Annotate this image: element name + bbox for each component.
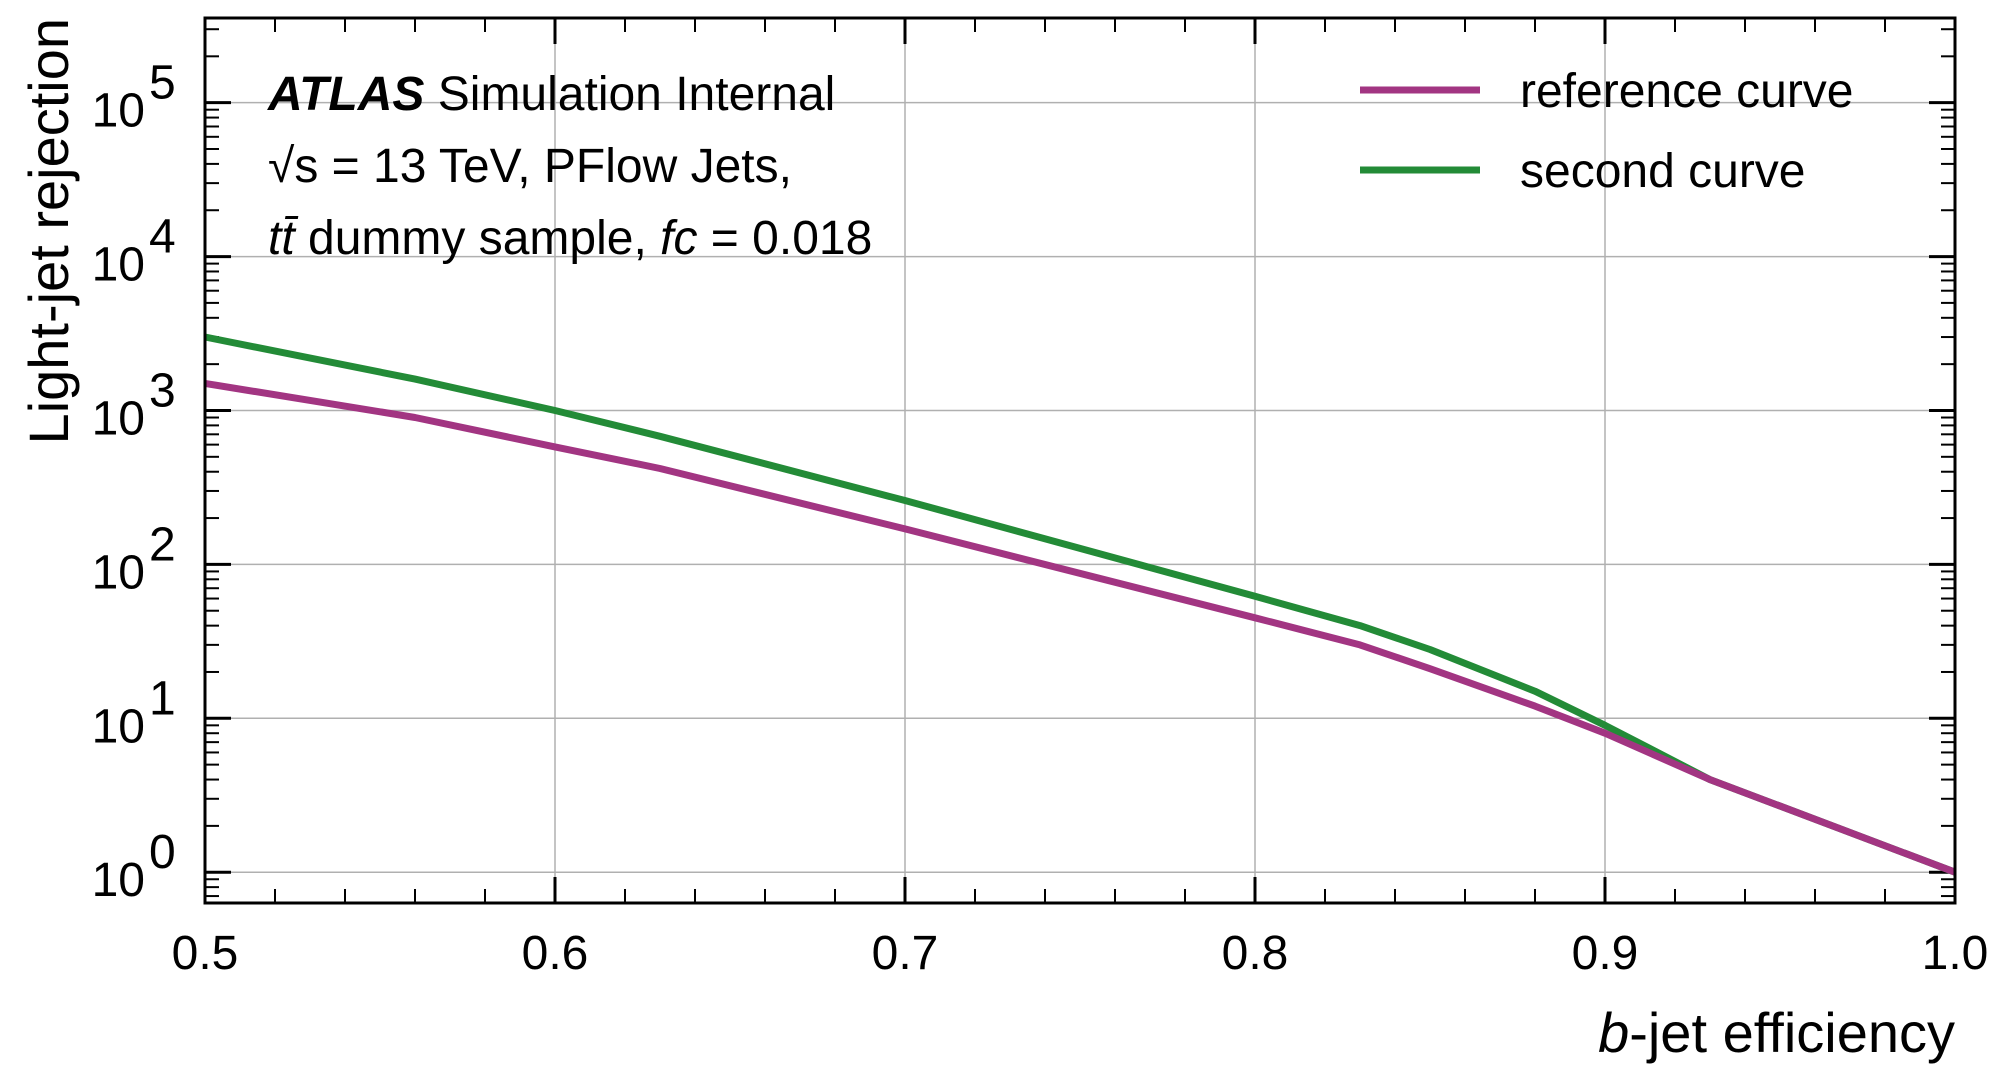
y-tick-base: 10 bbox=[92, 392, 145, 445]
atlas-suffix: Simulation Internal bbox=[424, 68, 835, 121]
atlas-line-1: ATLAS Simulation Internal bbox=[267, 68, 835, 121]
atlas-line-3: tt̄ dummy sample, fc = 0.018 bbox=[268, 212, 872, 265]
y-tick-exponent: 5 bbox=[149, 57, 176, 110]
ttbar-label: tt̄ bbox=[268, 212, 299, 265]
legend-label: reference curve bbox=[1520, 65, 1854, 118]
y-tick-label: 10 bbox=[92, 700, 145, 753]
y-tick-base: 10 bbox=[92, 854, 145, 907]
x-axis-title-rest: -jet efficiency bbox=[1629, 1001, 1955, 1064]
y-tick-label: 10 bbox=[92, 85, 145, 138]
fc-label: fc bbox=[660, 212, 697, 265]
x-axis-title-italic: b bbox=[1598, 1001, 1629, 1064]
sample-label: dummy sample, bbox=[295, 212, 660, 265]
y-tick-exponent: 0 bbox=[149, 826, 176, 879]
y-tick-label: 10 bbox=[92, 392, 145, 445]
x-axis-title: b-jet efficiency bbox=[1598, 1001, 1955, 1064]
y-tick-label: 10 bbox=[92, 546, 145, 599]
x-tick-label: 0.8 bbox=[1222, 927, 1289, 980]
atlas-label: ATLAS Simulation Internal √s = 13 TeV, P… bbox=[267, 68, 872, 265]
y-tick-exponent: 3 bbox=[149, 364, 176, 417]
y-tick-base: 10 bbox=[92, 239, 145, 292]
x-tick-label: 0.5 bbox=[172, 927, 239, 980]
y-tick-base: 10 bbox=[92, 85, 145, 138]
legend-label: second curve bbox=[1520, 145, 1806, 198]
y-axis-title: Light-jet rejection bbox=[17, 18, 80, 444]
grid-lines bbox=[205, 18, 1955, 903]
fc-value: = 0.018 bbox=[697, 212, 872, 265]
series-layer bbox=[204, 333, 1957, 876]
atlas-logo-text: ATLAS bbox=[267, 68, 424, 121]
y-tick-exponent: 1 bbox=[149, 672, 176, 725]
x-tick-label: 0.6 bbox=[522, 927, 589, 980]
x-tick-label: 0.7 bbox=[872, 927, 939, 980]
y-tick-exponent: 4 bbox=[149, 211, 176, 264]
x-tick-labels: 0.5 0.6 0.7 0.8 0.9 1.0 bbox=[172, 927, 1989, 980]
plot-frame bbox=[203, 16, 1957, 905]
series-line-reference-curve bbox=[204, 379, 1957, 876]
atlas-line-2: √s = 13 TeV, PFlow Jets, bbox=[268, 140, 792, 193]
y-tick-exponent: 2 bbox=[149, 518, 176, 571]
x-tick-label: 0.9 bbox=[1572, 927, 1639, 980]
legend: reference curve second curve bbox=[1360, 65, 1854, 198]
series-line-second-curve bbox=[204, 333, 1957, 876]
x-tick-label: 1.0 bbox=[1922, 927, 1989, 980]
y-tick-base: 10 bbox=[92, 700, 145, 753]
y-tick-label: 10 bbox=[92, 239, 145, 292]
y-tick-label: 10 bbox=[92, 854, 145, 907]
y-tick-base: 10 bbox=[92, 546, 145, 599]
